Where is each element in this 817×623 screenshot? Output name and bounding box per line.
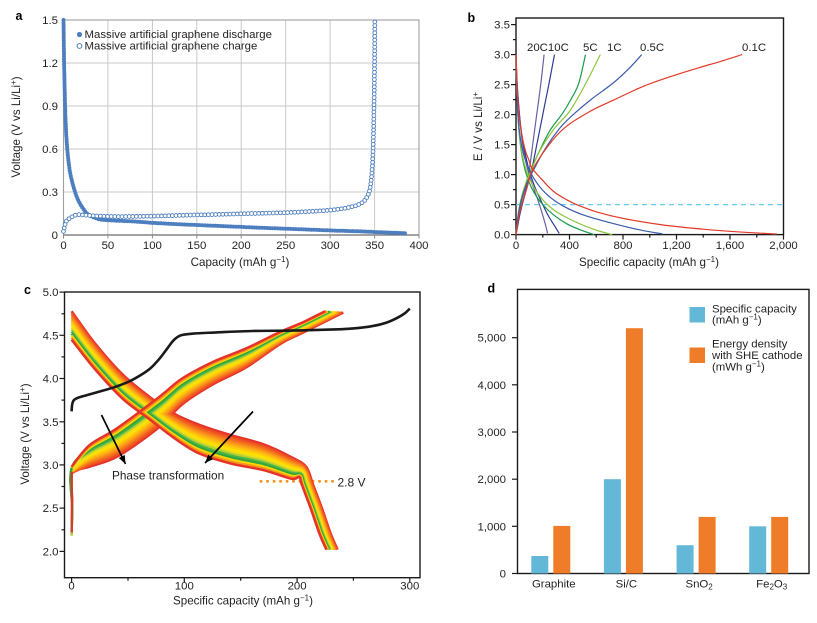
svg-text:2,000: 2,000: [769, 240, 798, 252]
svg-text:Specific capacity: Specific capacity: [712, 304, 797, 316]
svg-text:250: 250: [276, 240, 295, 252]
svg-text:Phase transformation: Phase transformation: [112, 469, 224, 483]
svg-text:100: 100: [143, 240, 162, 252]
svg-text:300: 300: [321, 240, 340, 252]
svg-text:d: d: [488, 282, 496, 296]
svg-text:5,000: 5,000: [477, 333, 506, 345]
svg-text:3.0: 3.0: [43, 460, 59, 472]
svg-text:20C10C: 20C10C: [527, 42, 569, 54]
svg-text:SnO2: SnO2: [685, 579, 713, 592]
svg-text:Specific capacity (mAh g−1): Specific capacity (mAh g−1): [173, 594, 313, 608]
svg-text:Capacity (mAh g−1): Capacity (mAh g−1): [191, 255, 290, 269]
svg-text:0: 0: [513, 240, 519, 252]
svg-text:1C: 1C: [607, 42, 622, 54]
svg-text:Massive artificial graphene di: Massive artificial graphene discharge: [85, 29, 272, 41]
svg-text:0: 0: [60, 240, 66, 252]
svg-text:Energy density: Energy density: [712, 338, 788, 350]
svg-text:1.5: 1.5: [42, 15, 58, 27]
svg-text:2,000: 2,000: [477, 474, 506, 486]
svg-text:1.2: 1.2: [42, 58, 58, 70]
svg-text:Fe2O3: Fe2O3: [756, 579, 788, 592]
svg-text:400: 400: [409, 240, 428, 252]
svg-text:400: 400: [560, 240, 579, 252]
svg-text:b: b: [468, 11, 476, 25]
svg-text:5.0: 5.0: [43, 287, 59, 299]
svg-text:4.5: 4.5: [43, 330, 59, 342]
svg-text:0.1C: 0.1C: [742, 42, 766, 54]
svg-text:4.0: 4.0: [43, 374, 59, 386]
svg-text:0.5: 0.5: [494, 200, 510, 212]
svg-text:Voltage (V vs Li/Li+): Voltage (V vs Li/Li+): [9, 76, 23, 177]
svg-text:a: a: [16, 9, 24, 23]
svg-text:50: 50: [102, 240, 115, 252]
svg-text:1.0: 1.0: [494, 170, 510, 182]
svg-text:0: 0: [68, 581, 74, 593]
svg-text:2.5: 2.5: [494, 80, 510, 92]
svg-text:0.5C: 0.5C: [640, 42, 664, 54]
svg-text:3.0: 3.0: [494, 50, 510, 62]
svg-text:with SHE cathode: with SHE cathode: [711, 350, 803, 362]
svg-text:2.8 V: 2.8 V: [338, 476, 366, 490]
svg-text:100: 100: [175, 581, 194, 593]
svg-text:0.3: 0.3: [42, 187, 58, 199]
svg-text:350: 350: [365, 240, 384, 252]
svg-text:150: 150: [187, 240, 206, 252]
svg-text:0: 0: [52, 230, 58, 242]
svg-text:2.0: 2.0: [43, 546, 59, 558]
svg-text:(mWh g−1): (mWh g−1): [712, 360, 765, 374]
svg-text:Specific capacity (mAh g−1): Specific capacity (mAh g−1): [579, 255, 719, 269]
svg-text:5C: 5C: [583, 42, 598, 54]
svg-text:0.9: 0.9: [42, 101, 58, 113]
svg-text:4,000: 4,000: [477, 380, 506, 392]
svg-text:Massive artificial graphene ch: Massive artificial graphene charge: [85, 41, 258, 53]
svg-text:1.5: 1.5: [494, 140, 510, 152]
svg-text:1,000: 1,000: [477, 521, 506, 533]
svg-text:800: 800: [613, 240, 632, 252]
svg-text:2.0: 2.0: [494, 110, 510, 122]
svg-text:Si/C: Si/C: [616, 579, 638, 591]
svg-text:0: 0: [500, 569, 506, 581]
svg-text:E / V vs Li/Li+: E / V vs Li/Li+: [471, 92, 485, 161]
svg-text:Voltage (V vs Li/Li+): Voltage (V vs Li/Li+): [18, 383, 32, 484]
svg-text:2.5: 2.5: [43, 503, 59, 515]
svg-text:c: c: [24, 283, 31, 297]
svg-text:3.5: 3.5: [43, 417, 59, 429]
svg-text:300: 300: [400, 581, 419, 593]
svg-text:1,200: 1,200: [662, 240, 691, 252]
svg-text:3.5: 3.5: [494, 20, 510, 32]
svg-text:200: 200: [232, 240, 251, 252]
svg-text:Graphite: Graphite: [532, 579, 576, 591]
svg-text:3,000: 3,000: [477, 427, 506, 439]
svg-text:1,600: 1,600: [716, 240, 745, 252]
svg-text:200: 200: [288, 581, 307, 593]
svg-text:0.0: 0.0: [494, 230, 510, 242]
svg-text:0.6: 0.6: [42, 144, 58, 156]
